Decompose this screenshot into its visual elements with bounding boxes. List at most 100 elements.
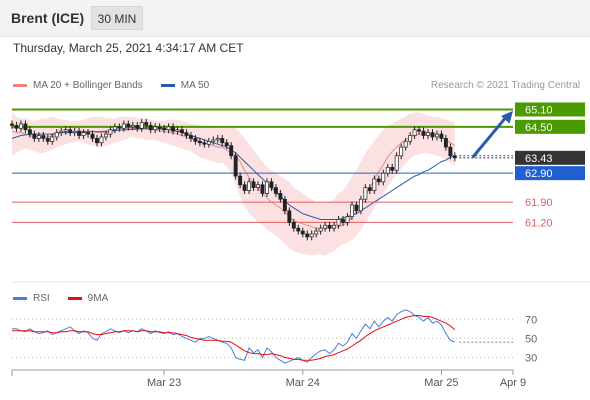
candle-body (130, 125, 135, 128)
candle (305, 230, 310, 241)
candle-body (372, 178, 377, 191)
level-label-1: 64.50 (525, 122, 553, 134)
candle-body (269, 181, 274, 188)
candle-body (175, 129, 180, 132)
candle (247, 178, 252, 194)
candle (399, 143, 404, 160)
candle-body (278, 193, 283, 200)
candle (443, 134, 448, 151)
candle-body (291, 222, 296, 229)
candle (121, 120, 126, 132)
ma50-legend-label: MA 50 (180, 80, 210, 91)
candle (260, 181, 265, 197)
rsi-tick-label: 70 (525, 314, 537, 326)
x-tick-label: Mar 25 (424, 377, 458, 389)
rsi-tick-label: 30 (525, 352, 537, 364)
candle-body (188, 135, 193, 139)
candle-body (126, 123, 131, 128)
instrument-title: Brent (ICE) (11, 10, 85, 26)
candle (426, 129, 430, 139)
candle-body (135, 125, 140, 129)
header: Brent (ICE) 30 MIN (0, 0, 590, 37)
candle-body (14, 125, 19, 129)
candle (220, 134, 225, 147)
candle-body (59, 130, 64, 133)
candle-body (242, 184, 247, 191)
candle (77, 127, 82, 139)
x-tick-label: Mar 24 (286, 377, 320, 389)
candle (10, 120, 14, 129)
candle (162, 124, 167, 134)
candle (309, 230, 314, 241)
rsi-legend: RSI 9MA (13, 293, 126, 304)
candle-body (108, 129, 113, 135)
candle-body (148, 125, 153, 131)
candle-body (282, 198, 287, 212)
candle-body (363, 187, 368, 200)
candle (372, 175, 377, 194)
candle (166, 123, 171, 134)
candle (318, 224, 323, 235)
candle (117, 123, 122, 132)
candle-body (327, 224, 332, 229)
candle-body (233, 155, 238, 177)
candle-body (224, 142, 229, 147)
candle-body (390, 167, 395, 171)
candle-body (197, 140, 202, 144)
candle (41, 132, 46, 142)
candle (282, 195, 287, 215)
ma50-line (11, 128, 455, 220)
candle (59, 127, 64, 137)
level-tag-3 (515, 166, 585, 181)
candle-body (305, 233, 310, 238)
candle (350, 201, 354, 221)
candle (130, 121, 135, 131)
datetime-label: Thursday, March 25, 2021 4:34:17 AM CET (13, 41, 244, 55)
candle (435, 130, 439, 141)
x-tick-label: Apr 9 (500, 377, 526, 389)
candle (206, 137, 211, 148)
candle-body (23, 123, 28, 131)
level-label-3: 62.90 (525, 168, 553, 180)
candle (439, 130, 444, 142)
candle (265, 178, 269, 197)
candle (126, 120, 131, 131)
candle-body (86, 132, 90, 135)
candle (90, 130, 95, 142)
candle (72, 127, 77, 137)
candle-body (376, 178, 381, 183)
candle-body (403, 140, 408, 148)
candle (27, 126, 32, 138)
candle (153, 123, 158, 134)
candle-body (95, 138, 99, 144)
candle-body (350, 204, 354, 217)
candle (14, 121, 19, 132)
candle-body (238, 175, 243, 186)
candle-body (345, 216, 350, 223)
level-label-2: 63.43 (525, 153, 553, 165)
candle-body (421, 130, 426, 136)
interval-button[interactable]: 30 MIN (91, 6, 143, 30)
candle (242, 181, 247, 194)
candle (233, 152, 238, 180)
rsi-ma-legend-label: 9MA (87, 293, 109, 304)
candle (148, 121, 153, 134)
candle (412, 126, 417, 139)
candle-body (417, 129, 422, 132)
candle-body (381, 172, 386, 183)
candle (417, 126, 422, 135)
candle-body (332, 224, 337, 229)
candle-body (50, 136, 55, 142)
candle-body (10, 123, 14, 126)
candle-body (90, 133, 95, 139)
candle-body (206, 140, 211, 145)
candle-body (72, 130, 77, 133)
candle-body (184, 132, 189, 136)
x-tick-label: Mar 23 (147, 377, 181, 389)
candle-body (452, 155, 457, 159)
candle-body (287, 210, 292, 223)
rsi-ma-legend-swatch (67, 297, 82, 300)
candle (278, 189, 283, 203)
candle-body (385, 167, 390, 174)
